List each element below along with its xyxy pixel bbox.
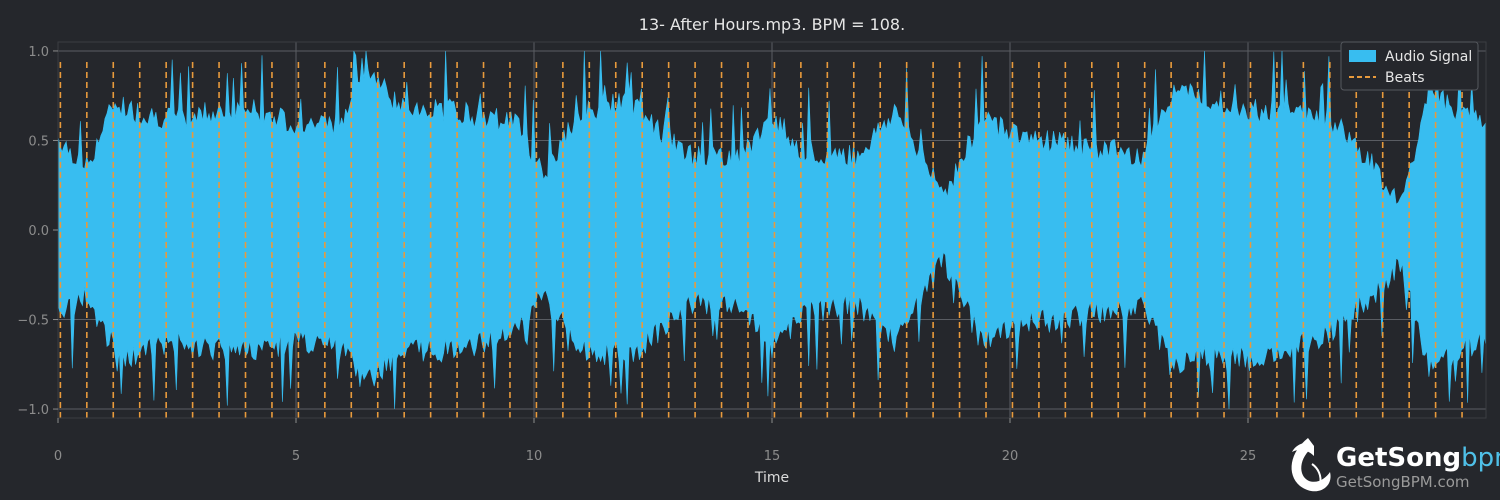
- y-tick-label-3: −0.5: [17, 314, 49, 329]
- brand-name: GetSongbpm: [1336, 443, 1500, 473]
- x-axis-label: Time: [754, 470, 789, 486]
- y-tick-label-2: 0.0: [28, 224, 49, 239]
- x-tick-label-2: 10: [526, 449, 543, 464]
- legend-swatch-audio-signal: [1349, 50, 1376, 62]
- x-tick-label-4: 20: [1002, 449, 1019, 464]
- brand-name-accent: bpm: [1461, 443, 1500, 473]
- getsongbpm-logo: GetSongbpm GetSongBPM.com: [1291, 438, 1500, 492]
- x-axis-ticks: 0 5 10 15 20 25: [54, 418, 1256, 464]
- brand-url: GetSongBPM.com: [1336, 473, 1470, 491]
- x-tick-label-0: 0: [54, 449, 62, 464]
- bird-logo-icon: [1291, 438, 1331, 492]
- y-tick-label-4: −1.0: [17, 403, 49, 418]
- y-tick-label-1: 0.5: [28, 134, 49, 149]
- x-tick-label-1: 5: [292, 449, 300, 464]
- legend: Audio Signal Beats: [1340, 41, 1479, 91]
- brand-name-main: GetSong: [1336, 443, 1461, 473]
- chart-title: 13- After Hours.mp3. BPM = 108.: [639, 15, 905, 34]
- x-tick-label-5: 25: [1240, 449, 1257, 464]
- y-tick-label-0: 1.0: [28, 45, 49, 60]
- x-tick-label-3: 15: [764, 449, 781, 464]
- legend-label-audio-signal: Audio Signal: [1385, 49, 1472, 65]
- y-axis-ticks: 1.0 0.5 0.0 −0.5 −1.0: [17, 45, 58, 418]
- legend-label-beats: Beats: [1385, 70, 1425, 86]
